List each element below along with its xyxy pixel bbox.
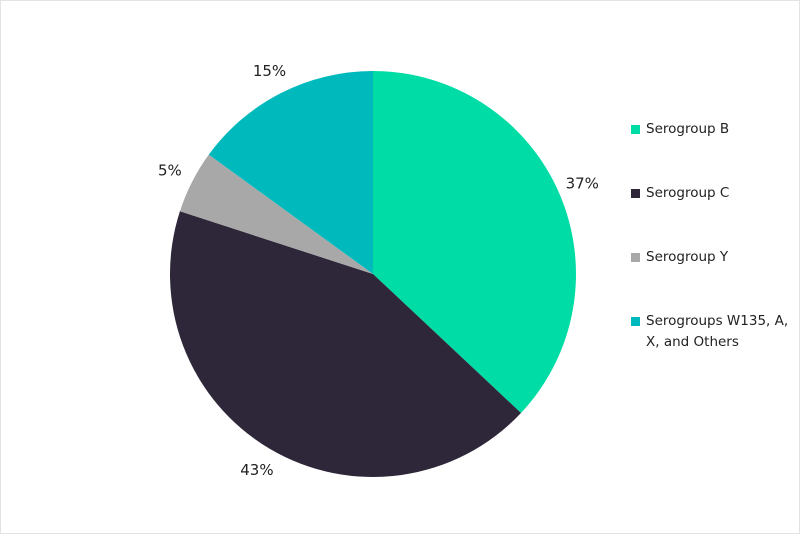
legend-swatch [631,189,640,198]
pie-value-label: 5% [158,161,182,179]
pie-labels: 37% 43% 5% 15% [158,62,599,479]
pie-value-label: 43% [240,461,273,479]
legend-item-serogroup-c: Serogroup C [631,183,800,204]
legend-label: Serogroup C [646,185,730,201]
legend-swatch [631,253,640,262]
pie-value-label: 15% [253,62,286,80]
legend-swatch [631,125,640,134]
pie-slice-3 [208,71,373,274]
legend: Serogroup B Serogroup C Serogroup Y Sero… [631,119,800,353]
pie-slice-2 [179,154,373,274]
pie-slice-1 [170,211,521,478]
legend-label: Serogroups W135, A, X, and Others [646,313,789,350]
legend-item-serogroup-y: Serogroup Y [631,247,800,268]
pie-slice-0 [373,71,576,413]
legend-swatch [631,317,640,326]
legend-label: Serogroup B [646,121,730,137]
pie-slices [170,71,576,478]
legend-label: Serogroup Y [646,249,729,265]
pie-value-label: 37% [566,174,599,192]
legend-item-serogroups-others: Serogroups W135, A, X, and Others [631,311,800,353]
legend-item-serogroup-b: Serogroup B [631,119,800,140]
